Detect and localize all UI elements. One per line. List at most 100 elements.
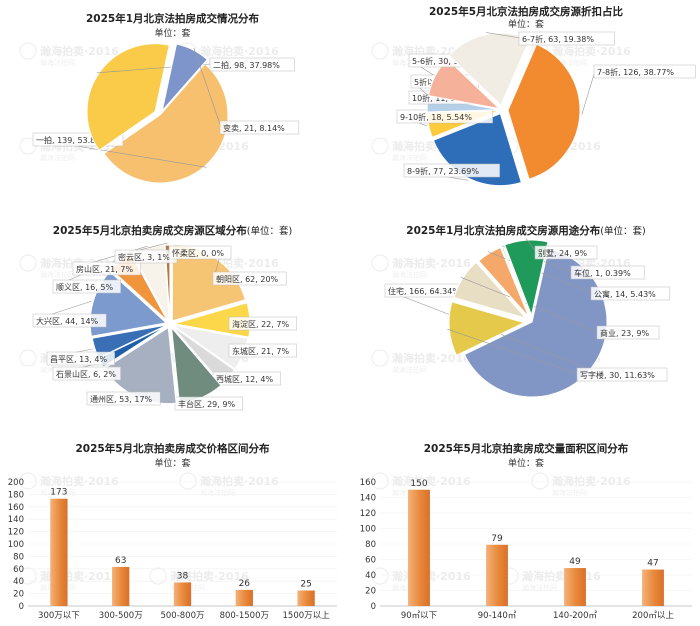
pie-slice[interactable] [501,246,531,318]
y-tick-label: 80 [365,540,376,550]
chart-title: 2025年1月北京法拍房成交房源用途分布(单位：套) [406,224,645,237]
x-tick-label: 90㎡以下 [401,611,438,621]
chart-title: 2025年5月北京法拍房成交房源折扣占比 [429,5,624,18]
bar[interactable] [642,569,664,606]
bar-chart: 瀚海拍卖·2016瀚海法拍网瀚海拍卖·2016瀚海法拍网瀚海拍卖·2016瀚海法… [360,442,692,621]
data-label: 一拍, 139, 53.88% [36,135,108,145]
y-tick-label: 180 [8,490,24,500]
leader-line [447,328,579,375]
bar[interactable] [235,589,253,606]
bar-value-label: 173 [50,488,67,498]
y-tick-label: 120 [360,509,376,519]
watermark-subtext: 瀚海法拍网 [40,153,75,162]
data-label: 大兴区, 44, 14% [36,316,99,326]
pie-slice[interactable] [164,244,171,322]
x-tick-label: 200㎡以上 [632,611,674,621]
data-label: 公寓, 14, 5.43% [594,289,656,299]
data-label: 车位, 1, 0.39% [574,268,631,278]
data-label: 10折, 11, 3% [412,93,464,103]
pie-slice[interactable] [86,43,170,152]
bar[interactable] [564,568,586,606]
watermark-text: 瀚海拍卖·2016 [200,474,279,488]
y-tick-label: 120 [8,528,24,538]
x-tick-label: 90-140㎡ [478,611,517,621]
bar[interactable] [408,489,430,606]
bar[interactable] [297,590,315,607]
y-tick-label: 0 [371,602,376,612]
y-tick-label: 20 [13,590,24,600]
watermark-text: 瀚海拍卖·2016 [552,44,631,58]
data-label: 海淀区, 22, 7% [232,319,289,329]
pie-slice[interactable] [103,63,229,184]
bar[interactable] [112,566,130,606]
chart-subtitle: 单位：套 [508,457,544,469]
data-label-box [576,367,668,382]
chart-panel-usage: 瀚海拍卖·2016瀚海法拍网瀚海拍卖·2016瀚海法拍网瀚海拍卖·2016瀚海法… [352,212,700,417]
data-label-box [86,391,161,406]
data-label: 5-6折, 30, 9.23% [412,56,479,66]
watermark-text: 瀚海拍卖·2016 [392,256,471,270]
watermark-text: 瀚海拍卖·2016 [392,351,471,365]
x-tick-label: 300-500万 [99,611,143,621]
chart-subtitle: 单位：套 [154,457,190,469]
data-label-box [52,366,121,381]
bar[interactable] [50,498,68,606]
data-label: 写字楼, 30, 11.63% [580,370,655,380]
pie-slice[interactable] [448,301,526,356]
y-tick-label: 140 [360,494,376,504]
data-label: 昌平区, 13, 4% [50,355,107,364]
chart-title: 2025年5月北京拍卖房成交价格区间分布 [75,442,270,455]
pie-slice[interactable] [161,43,208,113]
x-tick-label: 140-200㎡ [553,611,598,621]
watermark-subtext: 瀚海法拍网 [392,365,427,374]
y-tick-label: 20 [365,587,376,597]
watermark-subtext: 瀚海法拍网 [392,153,427,162]
chart-title: 2025年1月北京法拍房成交情况分布 [86,12,260,25]
pie-chart: 瀚海拍卖·2016瀚海法拍网瀚海拍卖·2016瀚海法拍网瀚海拍卖·2016瀚海法… [19,224,297,411]
y-tick-label: 140 [8,515,24,525]
pie-slice[interactable] [507,43,581,180]
bar[interactable] [486,544,508,606]
data-label-box [403,163,500,178]
y-tick-label: 0 [19,602,24,612]
watermark-subtext: 瀚海法拍网 [522,583,557,592]
bar-value-label: 38 [177,571,189,581]
data-label-box [168,245,232,260]
leader-line [193,47,222,128]
chart-title: 2025年5月北京拍卖房成交房源区域分布(单位：套) [53,224,292,237]
y-tick-label: 80 [13,552,24,562]
data-label: 朝阳区, 62, 20% [216,275,279,284]
bar-value-label: 47 [647,559,658,569]
data-label: 7-8折, 126, 38.77% [597,67,674,77]
bar-value-label: 49 [569,557,581,567]
bar-chart: 瀚海拍卖·2016瀚海法拍网瀚海拍卖·2016瀚海法拍网瀚海拍卖·2016瀚海法… [8,442,337,621]
watermark-subtext: 瀚海法拍网 [40,270,75,279]
data-label-box [46,351,115,366]
chart-panel-auction-rounds: 瀚海拍卖·2016瀚海法拍网瀚海拍卖·2016瀚海法拍网瀚海拍卖·2016瀚海法… [0,0,345,205]
data-label-box [219,120,300,135]
data-label-box [32,313,107,328]
watermark-subtext: 瀚海法拍网 [552,488,587,497]
data-label-box [534,245,598,260]
data-label: 8-9折, 77, 23.69% [407,166,479,176]
pie-chart: 瀚海拍卖·2016瀚海法拍网瀚海拍卖·2016瀚海法拍网瀚海拍卖·2016瀚海法… [371,5,696,187]
pie-slice[interactable] [453,261,528,320]
bar-value-label: 25 [300,580,311,590]
x-tick-label: 800-1500万 [220,611,269,621]
watermark-text: 瀚海拍卖·2016 [40,44,119,58]
pie-slice[interactable] [171,244,247,322]
chart-panel-discount-ratio: 瀚海拍卖·2016瀚海法拍网瀚海拍卖·2016瀚海法拍网瀚海拍卖·2016瀚海法… [352,0,700,205]
x-tick-label: 300万以下 [38,611,80,621]
data-label: 东城区, 21, 7% [232,346,289,356]
data-label-box [596,325,660,340]
y-tick-label: 160 [360,478,376,488]
bar[interactable] [173,582,192,606]
pie-slice[interactable] [478,246,530,318]
